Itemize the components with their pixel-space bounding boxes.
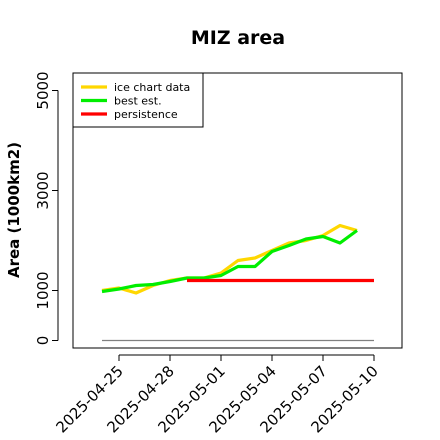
plot-area-frame (72, 72, 403, 349)
y-tick-label: 3000 (34, 171, 52, 209)
legend-entry: ice chart data (114, 81, 190, 94)
chart-title: MIZ area (191, 27, 285, 49)
legend-entry: persistence (114, 108, 178, 121)
y-axis-label: Area (1000km2) (5, 142, 23, 278)
y-tick-label: 5000 (34, 71, 52, 109)
series-line-1 (101, 229, 358, 294)
legend-entry: best est. (114, 95, 162, 108)
y-tick-label: 0 (34, 336, 52, 346)
y-tick-label: 1000 (34, 271, 52, 309)
